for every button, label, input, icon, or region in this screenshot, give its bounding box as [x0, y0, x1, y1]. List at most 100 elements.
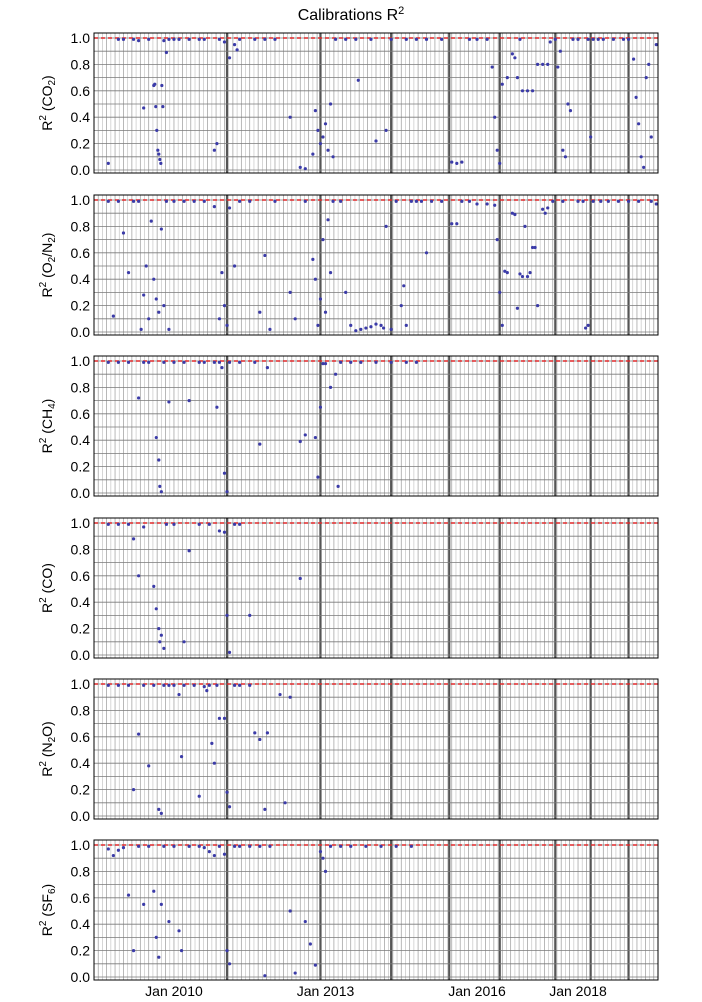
data-point: [157, 955, 161, 959]
y-label-part: 2: [47, 237, 58, 243]
data-point: [571, 37, 575, 41]
data-point: [273, 199, 277, 203]
data-point: [303, 199, 307, 203]
data-point: [248, 199, 252, 203]
data-point: [328, 844, 333, 848]
data-point: [288, 909, 292, 913]
data-point: [116, 522, 121, 526]
data-point: [126, 893, 131, 897]
y-tick-label: 0.6: [71, 83, 91, 99]
data-point: [475, 37, 479, 41]
y-tick-label: 0.8: [71, 541, 91, 557]
data-point: [212, 205, 216, 209]
data-point: [331, 155, 335, 159]
data-points: [106, 522, 302, 654]
data-point: [414, 37, 419, 41]
data-point: [154, 297, 158, 301]
data-point: [424, 251, 429, 255]
data-point: [268, 327, 272, 331]
data-point: [157, 627, 161, 631]
data-points: [106, 37, 658, 171]
data-point: [500, 323, 504, 327]
data-point: [626, 37, 631, 41]
data-point: [167, 37, 171, 41]
data-point: [321, 238, 325, 242]
y-tick-label: 0.6: [71, 729, 91, 745]
data-point: [227, 360, 232, 364]
panel-frame: [93, 355, 659, 497]
data-point: [591, 37, 595, 41]
data-point: [159, 902, 163, 907]
data-point: [154, 935, 158, 940]
y-label-part: (O: [39, 262, 55, 282]
data-point: [384, 224, 388, 228]
panel-frame: [93, 678, 659, 820]
data-point: [354, 37, 358, 41]
data-point: [409, 199, 413, 203]
data-point: [152, 889, 156, 893]
y-axis-label: R2 (N2O): [38, 721, 58, 776]
data-point: [546, 62, 550, 66]
data-point: [177, 37, 181, 41]
y-tick-label: 0.6: [71, 568, 91, 584]
data-point: [147, 360, 151, 364]
data-point: [164, 522, 168, 526]
data-point: [235, 48, 239, 52]
data-point: [215, 142, 219, 146]
data-point: [158, 640, 162, 644]
data-point: [263, 253, 267, 258]
data-point: [576, 37, 580, 41]
data-point: [318, 142, 323, 146]
data-point: [586, 37, 590, 41]
data-point: [159, 633, 163, 637]
data-point: [137, 732, 141, 736]
data-point: [156, 148, 160, 152]
data-point: [238, 522, 242, 526]
data-point: [142, 525, 146, 529]
data-point: [493, 203, 497, 207]
data-point: [321, 362, 325, 366]
data-point: [116, 848, 121, 852]
data-point: [563, 155, 568, 159]
y-label-sup: 2: [38, 281, 49, 287]
data-point: [162, 39, 166, 43]
data-point: [268, 844, 272, 848]
data-point: [106, 847, 110, 851]
data-point: [510, 52, 514, 56]
data-point: [520, 274, 525, 279]
panel-frame: [93, 194, 659, 336]
data-point: [137, 39, 141, 43]
data-point: [182, 640, 186, 644]
data-point: [172, 37, 176, 41]
data-point: [649, 199, 653, 203]
data-point: [333, 372, 338, 376]
data-point: [202, 37, 206, 41]
data-point: [232, 43, 237, 47]
data-point: [172, 199, 176, 203]
y-tick-label: 1.0: [71, 837, 91, 853]
data-point: [253, 731, 257, 735]
data-point: [467, 199, 472, 203]
data-point: [172, 360, 176, 364]
data-point: [217, 716, 222, 720]
y-label-part: ): [39, 399, 55, 404]
y-tick-label: 0.6: [71, 890, 91, 906]
data-point: [217, 844, 222, 848]
data-point: [177, 692, 181, 697]
data-point: [455, 161, 459, 165]
data-point: [139, 327, 143, 331]
data-point: [500, 82, 504, 86]
data-point: [525, 274, 530, 279]
data-point: [313, 277, 317, 281]
data-point: [116, 360, 121, 364]
data-point: [460, 199, 464, 203]
chart-title-superscript: 2: [398, 5, 404, 17]
data-point: [313, 435, 317, 440]
data-point: [298, 439, 302, 444]
data-point: [460, 160, 464, 164]
data-point: [159, 161, 163, 165]
y-tick-label: 0.4: [71, 594, 91, 610]
data-point: [177, 929, 181, 933]
data-point: [179, 949, 184, 953]
data-point: [561, 148, 565, 152]
